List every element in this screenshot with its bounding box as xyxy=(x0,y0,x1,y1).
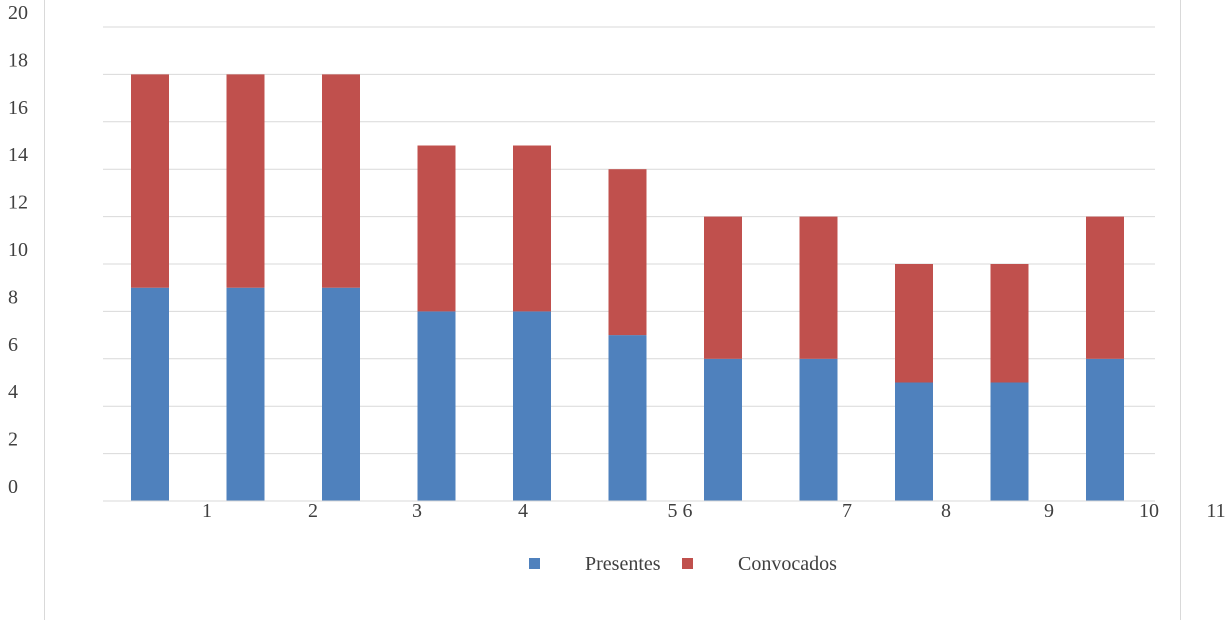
legend-label: Presentes xyxy=(585,553,661,575)
x-tick-label: 10 xyxy=(1139,500,1159,522)
legend-swatch xyxy=(529,558,540,569)
y-tick-label: 18 xyxy=(8,49,28,71)
y-tick-label: 20 xyxy=(8,2,28,24)
bar-convocados xyxy=(608,169,647,336)
x-tick-label: 7 xyxy=(842,500,852,522)
x-tick-label: 4 xyxy=(518,500,528,522)
bar-convocados xyxy=(322,74,360,288)
legend: Presentes Convocados xyxy=(529,553,837,575)
bar-presentes xyxy=(799,358,838,501)
legend-item-presentes: Presentes xyxy=(529,553,661,575)
bars xyxy=(131,74,1124,501)
x-tick-label: 8 xyxy=(941,500,951,522)
bar-presentes xyxy=(990,382,1029,501)
left-border xyxy=(44,0,45,620)
x-tick-label: 1 xyxy=(202,500,212,522)
bar-convocados xyxy=(895,264,933,383)
bar-presentes xyxy=(131,287,169,501)
bar-convocados xyxy=(799,216,838,359)
y-tick-label: 10 xyxy=(8,239,28,261)
legend-swatch xyxy=(682,558,693,569)
y-tick-label: 12 xyxy=(8,192,28,214)
legend-label: Convocados xyxy=(738,553,837,575)
y-tick-label: 2 xyxy=(8,429,18,451)
y-tick-label: 6 xyxy=(8,334,18,356)
bar-presentes xyxy=(322,287,360,501)
bar-presentes xyxy=(1086,358,1124,501)
bar-presentes xyxy=(704,358,742,501)
bar-convocados xyxy=(990,264,1029,383)
bar-presentes xyxy=(226,287,265,501)
legend-item-convocados: Convocados xyxy=(682,553,837,575)
y-tick-label: 8 xyxy=(8,286,18,308)
y-tick-label: 16 xyxy=(8,97,28,119)
right-border xyxy=(1180,0,1181,620)
y-tick-label: 4 xyxy=(8,381,18,403)
x-tick-label: 5 6 xyxy=(668,500,693,522)
bar-convocados xyxy=(513,145,551,312)
bar-convocados xyxy=(417,145,456,312)
x-tick-label: 3 xyxy=(412,500,422,522)
x-tick-label: 9 xyxy=(1044,500,1054,522)
bar-presentes xyxy=(513,311,551,501)
x-axis-tick-labels: 1 2 3 4 5 6 7 8 9 10 11 xyxy=(202,500,1226,522)
bar-presentes xyxy=(895,382,933,501)
y-tick-label: 14 xyxy=(8,144,28,166)
bar-convocados xyxy=(1086,216,1124,359)
x-tick-label: 11 xyxy=(1206,500,1225,522)
y-axis-tick-labels: 0 2 4 6 8 10 12 14 16 18 20 xyxy=(8,2,28,498)
bar-convocados xyxy=(131,74,169,288)
y-tick-label: 0 xyxy=(8,476,18,498)
x-tick-label: 2 xyxy=(308,500,318,522)
bar-convocados xyxy=(704,216,742,359)
bar-convocados xyxy=(226,74,265,288)
bar-presentes xyxy=(608,335,647,501)
bar-presentes xyxy=(417,311,456,501)
